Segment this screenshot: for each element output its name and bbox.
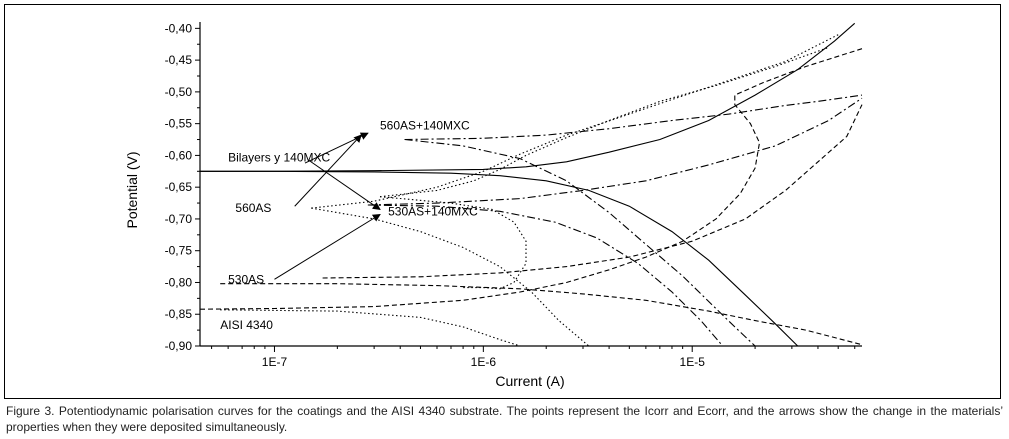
y-tick-label: -0,65 <box>165 180 193 194</box>
curve-solid <box>200 170 799 347</box>
figure-frame <box>4 4 1001 399</box>
y-tick-label: -0,75 <box>165 244 193 258</box>
y-tick-label: -0,70 <box>165 212 193 226</box>
annotation-arrow <box>307 159 381 210</box>
annotations-layer: 560AS+140MXC Bilayers y 140MXC 530AS+140MX… <box>220 119 478 332</box>
y-tick-label: -0,40 <box>165 21 193 35</box>
figure-caption: Figure 3. Potentiodynamic polarisation c… <box>6 404 1003 434</box>
annotation-label: 530AS <box>228 272 264 286</box>
curve-dashdot <box>404 138 756 347</box>
curve-dashdot <box>404 94 863 141</box>
curve-dashed <box>322 104 863 279</box>
annotation-label: 560AS <box>235 201 271 215</box>
y-axis-title: Potential (V) <box>124 151 140 228</box>
x-tick-label: 1E-6 <box>471 355 497 369</box>
x-tick-label: 1E-5 <box>680 355 706 369</box>
curve-dashdot <box>367 97 863 206</box>
x-tick-label: 1E-7 <box>262 355 288 369</box>
curve-dotted <box>311 207 590 347</box>
polarisation-chart: -0,40 -0,45 -0,50 -0,55 -0,60 -0,65 -0,70 -0,75… <box>124 21 863 389</box>
y-tick-label: -0,45 <box>165 53 193 67</box>
annotation-label: 530AS+140MXC <box>388 204 478 218</box>
annotation-label: AISI 4340 <box>220 318 273 332</box>
y-tick-label: -0,85 <box>165 307 193 321</box>
curve-solid <box>200 22 856 172</box>
y-tick-label: -0,80 <box>165 275 193 289</box>
y-tick-label: -0,60 <box>165 148 193 162</box>
axes-layer: -0,40 -0,45 -0,50 -0,55 -0,60 -0,65 -0,70 -0,75… <box>165 21 862 369</box>
y-tick-label: -0,50 <box>165 85 193 99</box>
annotation-label: 560AS+140MXC <box>380 119 470 133</box>
curve-dashed <box>199 48 863 310</box>
curve-dashed <box>220 283 863 346</box>
x-axis-title: Current (A) <box>495 373 564 389</box>
curve-dashdot <box>367 204 724 347</box>
annotation-arrow <box>274 213 381 280</box>
curve-dotted <box>379 196 527 290</box>
y-tick-label: -0,90 <box>165 339 193 353</box>
annotation-arrow <box>294 134 362 207</box>
curve-dotted <box>379 46 829 198</box>
curves-layer <box>199 22 863 347</box>
annotation-label: Bilayers y 140MXC <box>228 150 330 164</box>
y-tick-label: -0,55 <box>165 117 193 131</box>
